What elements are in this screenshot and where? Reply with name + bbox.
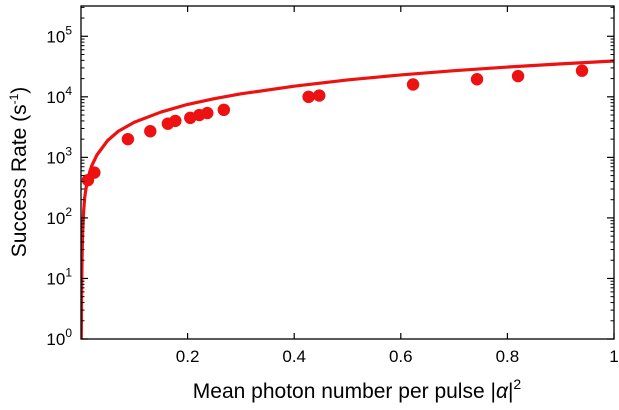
data-point: [406, 78, 420, 91]
x-tick-label: 1: [609, 347, 618, 366]
data-point: [511, 69, 525, 83]
data-point: [470, 73, 484, 86]
theory-curve: [81, 59, 614, 339]
y-tick-label: 105: [46, 23, 72, 46]
data-point: [169, 114, 182, 128]
y-axis-label: Success Rate (s-1): [7, 87, 31, 258]
data-point: [144, 125, 157, 138]
x-axis-ticks: 0.2 0.4 0.6 0.8 1: [176, 6, 619, 366]
x-tick-label: 0.8: [496, 347, 520, 366]
data-points-layer: [81, 64, 589, 187]
y-tick-label: 104: [46, 84, 72, 107]
y-tick-label: 100: [46, 326, 72, 349]
data-point: [121, 132, 135, 146]
x-tick-label: 0.2: [176, 347, 200, 366]
theory-curve-layer: [81, 59, 614, 339]
data-point: [217, 103, 231, 117]
y-tick-label: 102: [46, 205, 72, 228]
y-tick-label: 101: [46, 265, 72, 288]
data-point: [302, 90, 315, 104]
plot-frame: [80, 5, 615, 340]
data-point: [313, 89, 326, 102]
y-axis-ticks: 100 101 102 103 104 105: [46, 6, 614, 349]
x-tick-label: 0.4: [282, 347, 306, 366]
data-point: [201, 106, 214, 120]
data-point: [88, 166, 101, 179]
y-tick-label: 103: [46, 144, 72, 167]
x-tick-label: 0.6: [389, 347, 413, 366]
x-axis-label: Mean photon number per pulse |α|2: [193, 376, 522, 403]
data-point: [575, 64, 589, 77]
